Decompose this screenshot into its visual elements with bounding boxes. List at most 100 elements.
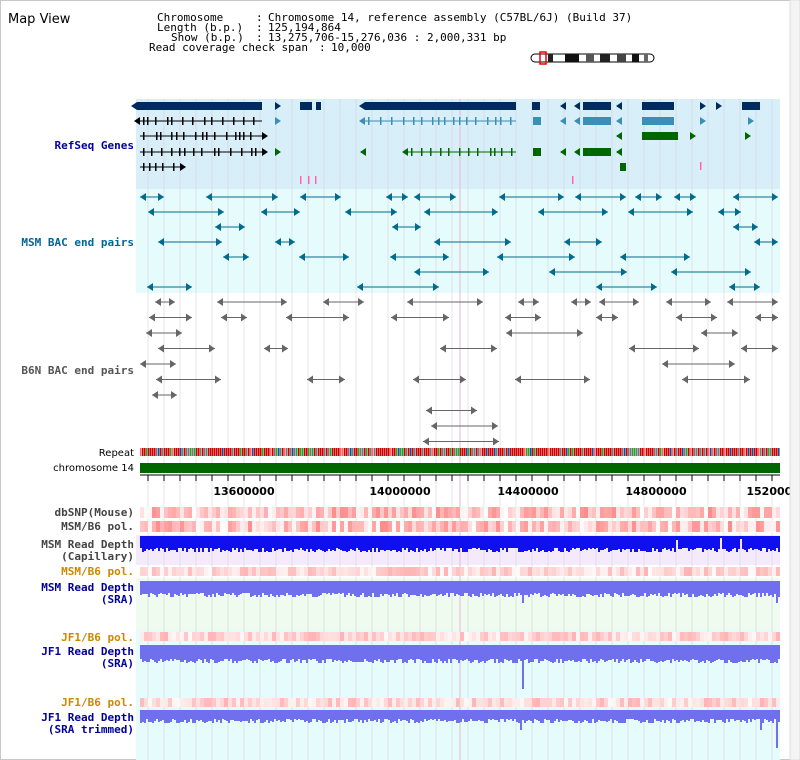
msm-depth-bar-capillary [670, 536, 672, 551]
label-jf1-b6-pol[interactable]: JF1/B6 pol. [61, 631, 134, 644]
jf1-depth-bar-sra [774, 645, 776, 662]
gene-exon-block [642, 132, 678, 140]
pol-cell [360, 632, 364, 641]
jf1-depth-bar-sra [378, 645, 380, 659]
msm-depth-bar-capillary [184, 536, 186, 548]
pol-cell [760, 521, 764, 532]
msm-bac-pair-end [499, 193, 505, 201]
label-msm-b6-pol[interactable]: MSM/B6 pol. [61, 520, 134, 533]
pol-cell [448, 521, 452, 532]
pol-cell [576, 521, 580, 532]
pol-cell [576, 567, 580, 576]
label-msm-depth-sra[interactable]: MSM Read Depth [41, 581, 134, 594]
msm-depth-bar-capillary [612, 536, 614, 550]
msm-depth-bar-capillary [638, 536, 640, 549]
msm-bac-pair-end [300, 193, 306, 201]
pol-cell [764, 632, 768, 641]
repeat-element [428, 448, 430, 456]
msm-bac-pair-end [415, 223, 421, 231]
jf1-depth-bar-sra [720, 645, 722, 660]
pol-cell [244, 567, 248, 576]
pol-cell [180, 632, 184, 641]
label-msm-depth-cap[interactable]: MSM Read Depth [41, 538, 134, 551]
jf1-depth-bar-trimmed [540, 710, 542, 723]
pol-cell [188, 521, 192, 532]
repeat-element [494, 448, 496, 456]
msm-depth-bar-capillary [400, 536, 402, 552]
gene-exon [191, 102, 193, 110]
msm-depth-bar-sra [378, 581, 380, 597]
label-refseq[interactable]: RefSeq Genes [55, 139, 134, 152]
msm-depth-bar-sra [178, 581, 180, 596]
msm-depth-bar-capillary [760, 536, 762, 551]
msm-depth-bar-sra [304, 581, 306, 596]
pol-cell [776, 521, 780, 532]
dbsnp-cell [184, 507, 188, 518]
pol-cell [248, 567, 252, 576]
repeat-element [168, 448, 170, 456]
repeat-element [520, 448, 522, 456]
msm-depth-bar-capillary [226, 536, 228, 550]
repeat-element [612, 448, 614, 456]
jf1-depth-bar-trimmed [462, 710, 464, 719]
pol-cell [312, 698, 316, 707]
gene-exon [380, 117, 382, 125]
msm-bac-pair-end [684, 253, 690, 261]
pol-cell [460, 567, 464, 576]
msm-depth-bar-sra [654, 581, 656, 594]
dbsnp-cell [372, 507, 376, 518]
pol-cell [216, 567, 220, 576]
msm-depth-bar-capillary [450, 536, 452, 548]
repeat-element [410, 448, 412, 456]
repeat-element [696, 448, 698, 456]
jf1-depth-bar-trimmed [298, 710, 300, 719]
pol-cell [312, 567, 316, 576]
label-jf1-depth-trim[interactable]: JF1 Read Depth [41, 711, 134, 724]
label-b6n-bac[interactable]: B6N BAC end pairs [21, 364, 134, 377]
b6n-bac-pair-end [662, 360, 668, 368]
pol-cell [272, 632, 276, 641]
msm-depth-bar-capillary [486, 536, 488, 552]
jf1-depth-bar-sra [448, 645, 450, 659]
track-features[interactable] [131, 102, 780, 748]
chromosome-ideogram[interactable] [530, 51, 655, 65]
vertical-scrollbar[interactable] [789, 0, 800, 760]
label-msm-bac[interactable]: MSM BAC end pairs [21, 236, 134, 249]
jf1-depth-bar-sra [766, 645, 768, 659]
repeat-element [778, 448, 780, 456]
b6n-bac-pair-end [170, 360, 176, 368]
jf1-depth-bar-trimmed [594, 710, 596, 723]
msm-depth-bar-sra [362, 581, 364, 593]
repeat-element [648, 448, 650, 456]
jf1-depth-bar-trimmed [590, 710, 592, 723]
pol-cell [776, 632, 780, 641]
pol-cell [680, 698, 684, 707]
msm-bac-pair-end [492, 208, 498, 216]
jf1-depth-bar-trimmed [142, 710, 144, 722]
pol-cell [764, 698, 768, 707]
pol-cell [336, 521, 340, 532]
pol-cell [608, 521, 612, 532]
jf1-depth-bar-sra [510, 645, 512, 660]
gene-exon [179, 148, 181, 156]
msm-depth-bar-capillary [228, 536, 230, 551]
msm-depth-bar-capillary [562, 536, 564, 552]
pol-cell [592, 632, 596, 641]
msm-depth-bar-capillary [616, 536, 618, 550]
label-dbsnp[interactable]: dbSNP(Mouse) [55, 506, 134, 519]
label-jf1-b6-pol-2[interactable]: JF1/B6 pol. [61, 696, 134, 709]
jf1-depth-bar-sra [772, 645, 774, 663]
pol-cell [160, 632, 164, 641]
dbsnp-cell [276, 507, 280, 518]
label-jf1-depth-sra[interactable]: JF1 Read Depth [41, 645, 134, 658]
dbsnp-cell [328, 507, 332, 518]
label-msm-b6-pol-2[interactable]: MSM/B6 pol. [61, 565, 134, 578]
pol-cell [676, 632, 680, 641]
gene-strand-arrow [716, 102, 722, 110]
jf1-depth-bar-sra [652, 645, 654, 661]
msm-depth-bar-capillary [648, 536, 650, 552]
jf1-depth-bar-trimmed [588, 710, 590, 723]
repeat-element [172, 448, 174, 456]
pol-cell [316, 521, 320, 532]
